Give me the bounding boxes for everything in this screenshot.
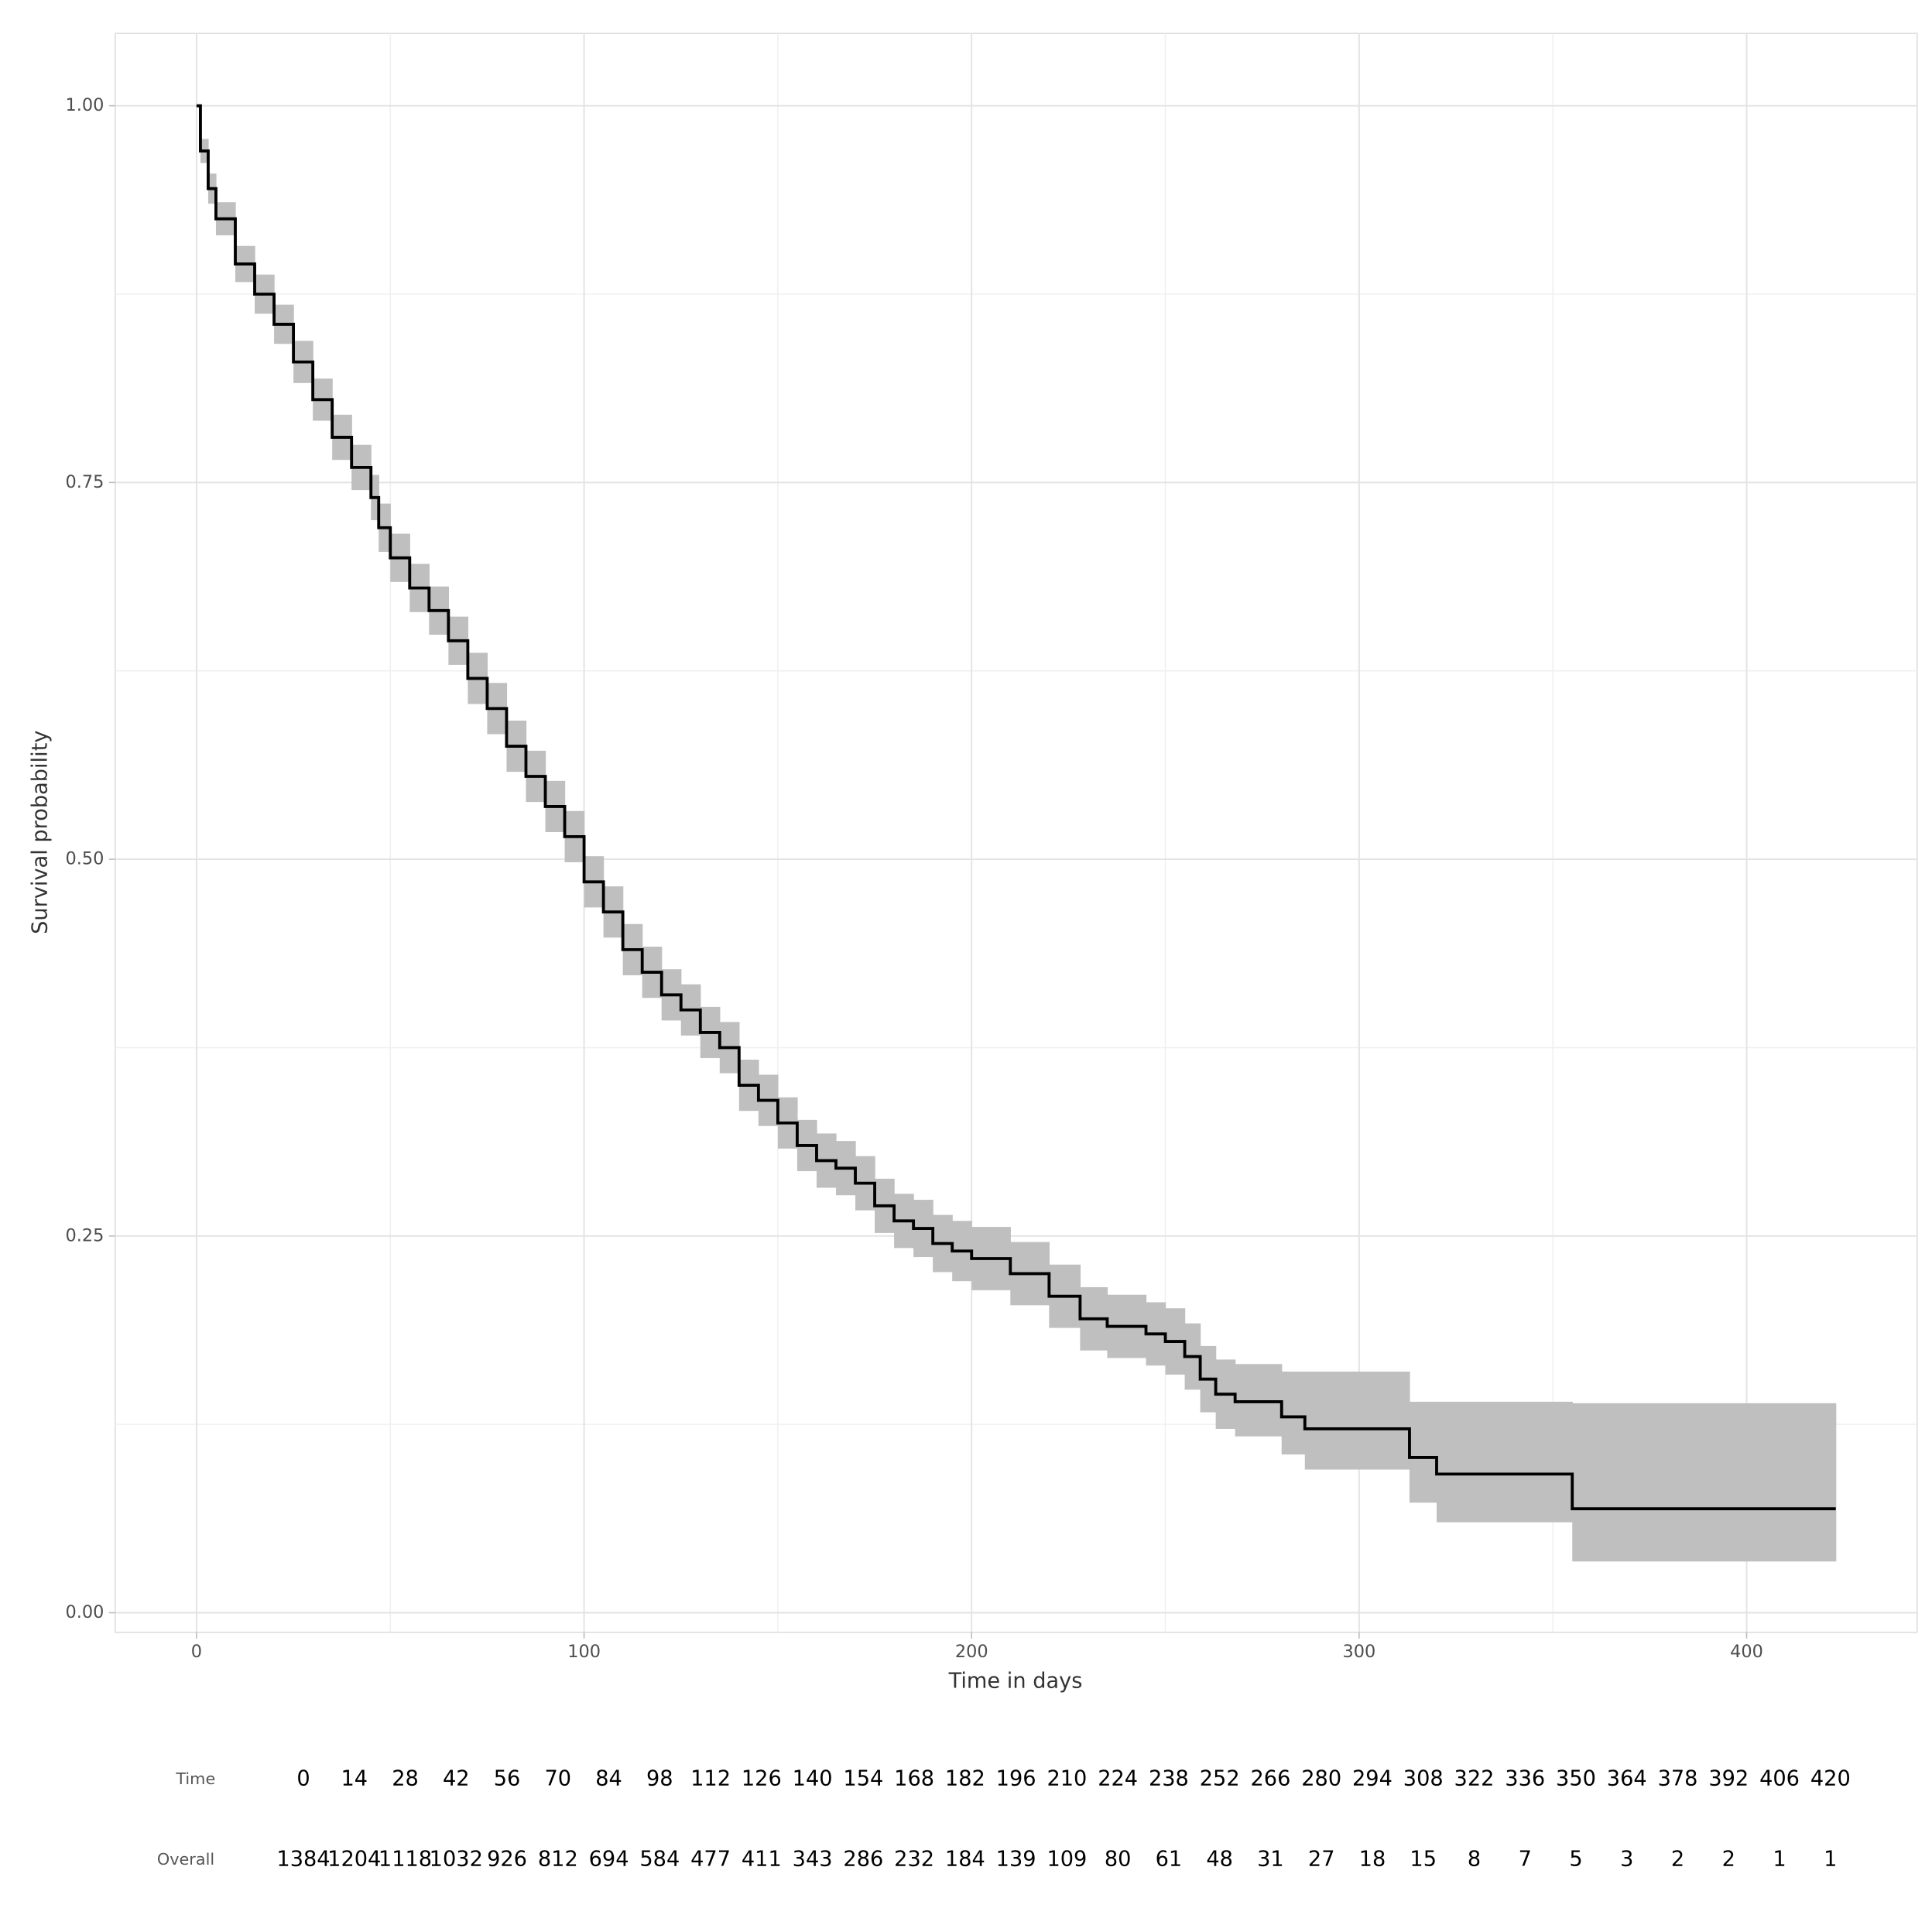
confidence-band (1304, 1371, 1410, 1470)
risk-table-time: 406 (1759, 1767, 1800, 1791)
risk-table-count: 1032 (430, 1848, 483, 1872)
risk-table-count: 7 (1519, 1848, 1532, 1872)
risk-table-time: 336 (1505, 1767, 1545, 1791)
risk-table-count: 1118 (379, 1848, 432, 1872)
risk-table-count: 2 (1722, 1848, 1735, 1872)
risk-table-time: 238 (1149, 1767, 1189, 1791)
x-tick-label: 200 (955, 1642, 988, 1662)
axes: 0 100 200 300 400 0.00 0.25 0.50 0.75 1.00 (66, 95, 1763, 1662)
risk-table-count: 411 (742, 1848, 782, 1872)
risk-table: 0138414120428111842103256926708128469498… (276, 1767, 1850, 1872)
risk-table-time: 392 (1708, 1767, 1749, 1791)
confidence-band (1281, 1371, 1306, 1455)
risk-table-time: 280 (1301, 1767, 1341, 1791)
risk-table-time: 252 (1200, 1767, 1240, 1791)
risk-table-time: 14 (341, 1767, 368, 1791)
risk-table-count: 1 (1773, 1848, 1786, 1872)
risk-table-time: 364 (1607, 1767, 1647, 1791)
x-tick-label: 100 (567, 1642, 601, 1662)
risk-table-count: 3 (1620, 1848, 1633, 1872)
risk-table-count: 184 (945, 1848, 985, 1872)
risk-table-count: 5 (1569, 1848, 1582, 1872)
x-axis-title: Time in days (948, 1669, 1083, 1693)
risk-table-count: 8 (1468, 1848, 1481, 1872)
risk-table-time: 378 (1658, 1767, 1698, 1791)
grid (115, 33, 1917, 1632)
risk-table-row-label: Overall (157, 1850, 214, 1869)
risk-table-time: 56 (494, 1767, 521, 1791)
risk-table-row-label: Time (175, 1769, 215, 1788)
risk-table-time: 154 (843, 1767, 883, 1791)
panel (115, 33, 1918, 1633)
risk-table-time: 420 (1810, 1767, 1851, 1791)
risk-table-time: 322 (1454, 1767, 1495, 1791)
y-tick-label: 0.00 (66, 1602, 104, 1622)
y-tick-label: 0.50 (66, 849, 104, 869)
survival-line (196, 104, 1836, 1511)
risk-table-time: 224 (1098, 1767, 1138, 1791)
risk-table-time: 84 (595, 1767, 622, 1791)
risk-table-count: 139 (996, 1848, 1036, 1872)
confidence-band (1235, 1364, 1283, 1437)
risk-table-count: 31 (1257, 1848, 1284, 1872)
risk-table-count: 926 (487, 1848, 527, 1872)
risk-table-time: 0 (296, 1767, 310, 1791)
risk-table-count: 694 (589, 1848, 629, 1872)
risk-table-count: 584 (639, 1848, 680, 1872)
risk-table-time: 196 (996, 1767, 1036, 1791)
risk-table-count: 18 (1359, 1848, 1386, 1872)
risk-table-time: 112 (690, 1767, 731, 1791)
confidence-band (1437, 1401, 1573, 1523)
confidence-band (1572, 1403, 1837, 1562)
risk-table-time: 308 (1403, 1767, 1444, 1791)
risk-table-count: 343 (793, 1848, 833, 1872)
risk-table-count: 15 (1410, 1848, 1437, 1872)
risk-table-time: 28 (392, 1767, 419, 1791)
risk-table-count: 812 (538, 1848, 578, 1872)
y-axis-title: Survival probability (28, 731, 52, 934)
risk-table-count: 61 (1156, 1848, 1183, 1872)
risk-table-time: 98 (646, 1767, 673, 1791)
risk-table-time: 42 (443, 1767, 470, 1791)
risk-table-count: 286 (843, 1848, 883, 1872)
risk-table-time: 126 (742, 1767, 782, 1791)
x-tick-label: 300 (1342, 1642, 1375, 1662)
risk-table-count: 232 (894, 1848, 934, 1872)
y-tick-label: 1.00 (66, 95, 104, 115)
risk-table-time: 210 (1046, 1767, 1087, 1791)
risk-table-time: 182 (945, 1767, 985, 1791)
risk-table-count: 1204 (327, 1848, 381, 1872)
risk-table-time: 140 (793, 1767, 833, 1791)
risk-table-time: 294 (1352, 1767, 1392, 1791)
x-tick-label: 0 (191, 1642, 202, 1662)
risk-table-count: 2 (1671, 1848, 1684, 1872)
risk-table-time: 70 (544, 1767, 571, 1791)
y-tick-label: 0.75 (66, 472, 104, 492)
risk-table-time: 350 (1556, 1767, 1596, 1791)
risk-table-time: 168 (894, 1767, 934, 1791)
risk-table-count: 27 (1308, 1848, 1335, 1872)
x-tick-label: 400 (1730, 1642, 1763, 1662)
risk-table-count: 1384 (276, 1848, 330, 1872)
confidence-band (1409, 1401, 1437, 1503)
risk-table-count: 80 (1105, 1848, 1132, 1872)
risk-table-time: 266 (1250, 1767, 1290, 1791)
risk-table-count: 109 (1046, 1848, 1087, 1872)
risk-table-count: 1 (1824, 1848, 1837, 1872)
plot-area (196, 104, 1837, 1562)
risk-table-count: 48 (1206, 1848, 1233, 1872)
risk-table-count: 477 (690, 1848, 731, 1872)
y-tick-label: 0.25 (66, 1225, 104, 1245)
